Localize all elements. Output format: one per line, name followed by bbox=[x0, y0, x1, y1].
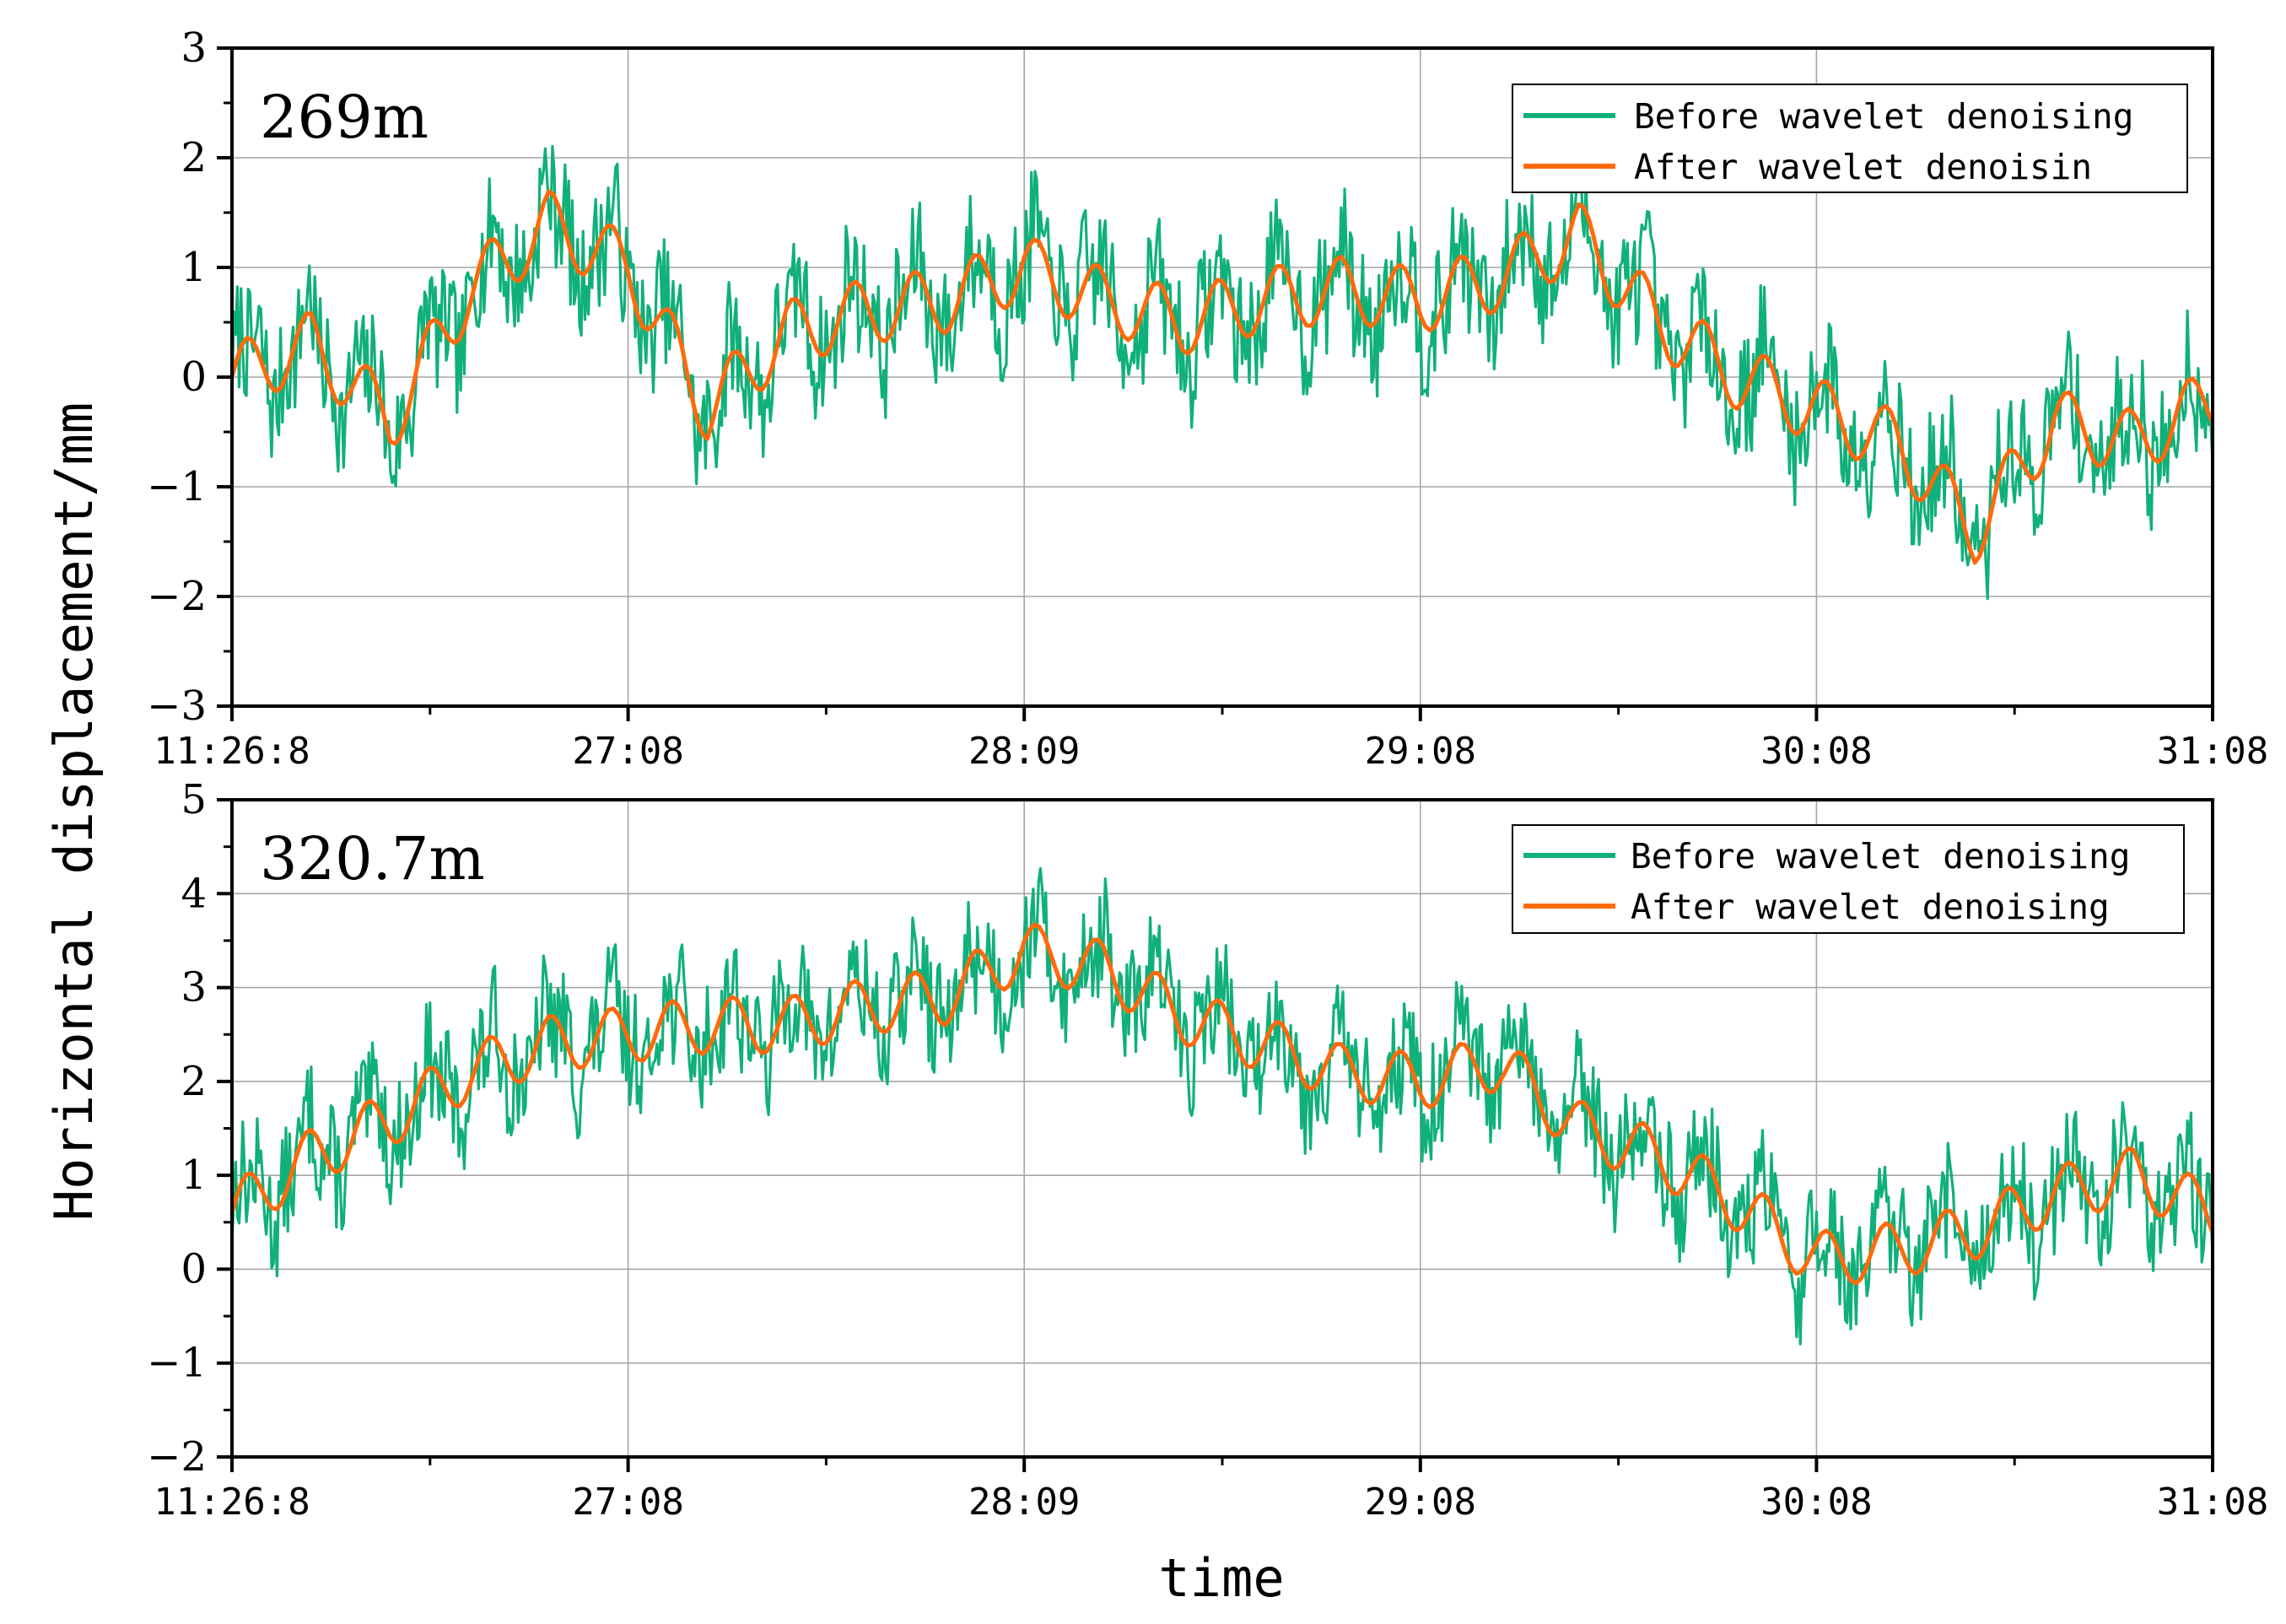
legend: Before wavelet denoising After wavelet d… bbox=[1512, 84, 2188, 193]
x-tick-label: 30:08 bbox=[1760, 1481, 1872, 1524]
x-tick-label: 29:08 bbox=[1365, 1481, 1476, 1524]
y-tick-label: 5 bbox=[181, 776, 207, 823]
chart-panel-269m: 11:26:8 27:08 28:09 29:08 30:08 31:08 3 2 1 0 −1 −2… bbox=[147, 24, 2268, 773]
legend-box bbox=[1512, 824, 2185, 934]
panel-title: 320.7m bbox=[260, 824, 485, 893]
y-tick-label: 4 bbox=[181, 870, 207, 917]
legend-label-before: Before wavelet denoising bbox=[1634, 96, 2133, 137]
x-tick-label: 30:08 bbox=[1760, 730, 1872, 773]
legend-box bbox=[1512, 84, 2188, 193]
y-tick-label: −2 bbox=[147, 1433, 207, 1481]
y-tick-label: 0 bbox=[181, 1245, 207, 1292]
y-tick-label: −1 bbox=[147, 1340, 207, 1387]
x-tick-label: 27:08 bbox=[572, 730, 683, 773]
x-tick-label: 29:08 bbox=[1365, 730, 1476, 773]
axis-ticks: 11:26:8 27:08 28:09 29:08 30:08 31:08 3 2 1 0 −1 −2… bbox=[147, 24, 2268, 773]
y-tick-label: 0 bbox=[181, 353, 207, 401]
x-tick-label: 31:08 bbox=[2157, 1481, 2268, 1524]
y-axis-title: Horizontal displacement/mm bbox=[43, 402, 105, 1222]
grid-lines bbox=[232, 800, 2213, 1457]
x-tick-label: 11:26:8 bbox=[154, 730, 310, 773]
series-before-wavelet-denoising bbox=[230, 866, 2214, 1346]
series-layer bbox=[229, 866, 2215, 1346]
series-before-wavelet-denoising bbox=[230, 133, 2214, 601]
y-tick-label: −1 bbox=[147, 463, 207, 510]
chart-panel-320.7m: 11:26:8 27:08 28:09 29:08 30:08 31:08 5 4 3 2 1 0 −1… bbox=[147, 776, 2268, 1524]
series-layer bbox=[229, 133, 2215, 601]
y-tick-label: 1 bbox=[181, 244, 207, 291]
x-tick-label: 28:09 bbox=[968, 1481, 1080, 1524]
y-tick-label: 2 bbox=[181, 1058, 207, 1105]
x-tick-label: 27:08 bbox=[572, 1481, 683, 1524]
y-tick-label: −3 bbox=[147, 683, 207, 730]
legend: Before wavelet denoising After wavelet d… bbox=[1512, 824, 2185, 934]
x-tick-label: 28:09 bbox=[968, 730, 1080, 773]
legend-label-after: After wavelet denoising bbox=[1631, 887, 2110, 927]
x-tick-label: 31:08 bbox=[2157, 730, 2268, 773]
series-after-wavelet-denoising bbox=[229, 922, 2215, 1286]
y-tick-label: −2 bbox=[147, 573, 207, 620]
y-tick-label: 1 bbox=[181, 1152, 207, 1199]
y-tick-label: 3 bbox=[181, 24, 207, 72]
axis-ticks: 11:26:8 27:08 28:09 29:08 30:08 31:08 5 4 3 2 1 0 −1… bbox=[147, 776, 2268, 1524]
legend-label-after: After wavelet denoisin bbox=[1634, 147, 2092, 187]
y-tick-label: 3 bbox=[181, 964, 207, 1012]
legend-label-before: Before wavelet denoising bbox=[1631, 836, 2130, 877]
y-tick-label: 2 bbox=[181, 134, 207, 181]
x-axis-title: time bbox=[1158, 1547, 1284, 1609]
series-after-wavelet-denoising bbox=[229, 189, 2215, 565]
x-tick-label: 11:26:8 bbox=[154, 1481, 310, 1524]
panel-title: 269m bbox=[260, 83, 429, 152]
